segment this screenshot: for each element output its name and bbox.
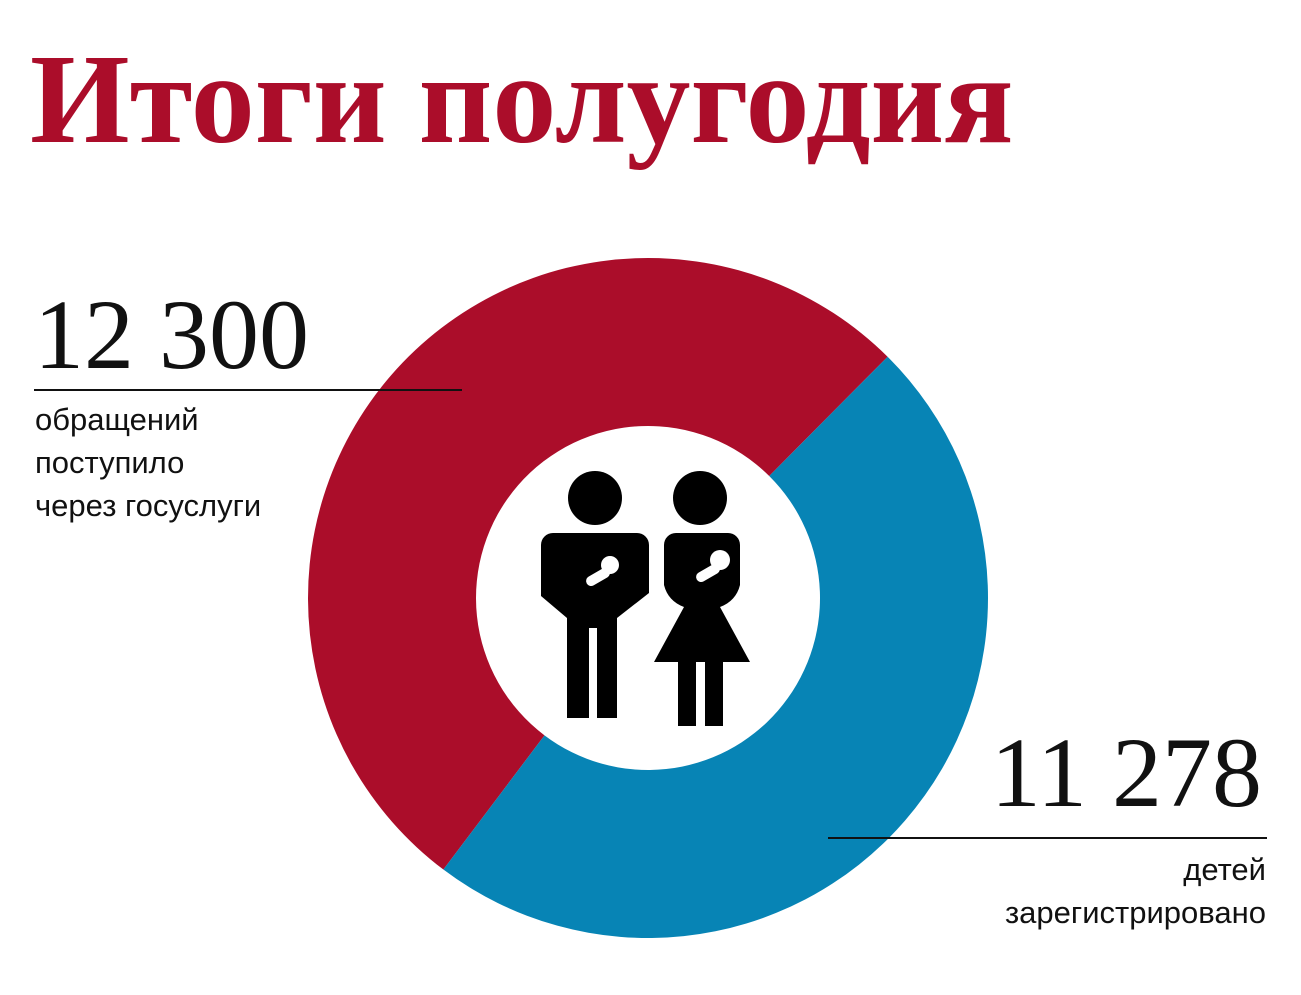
family-icon [541,471,750,726]
value-label: 12 300 [34,279,309,390]
category-label: обращений [35,402,199,437]
donut [308,258,989,939]
donut-segment [443,356,989,939]
donut-segment [308,258,888,870]
category-label: поступило [35,445,184,480]
chart-title: Итоги полугодия [30,28,1014,170]
category-label: зарегистрировано [1005,895,1266,930]
category-label: через госуслуги [35,488,261,523]
category-label: детей [1183,852,1266,887]
value-label: 11 278 [991,717,1262,828]
